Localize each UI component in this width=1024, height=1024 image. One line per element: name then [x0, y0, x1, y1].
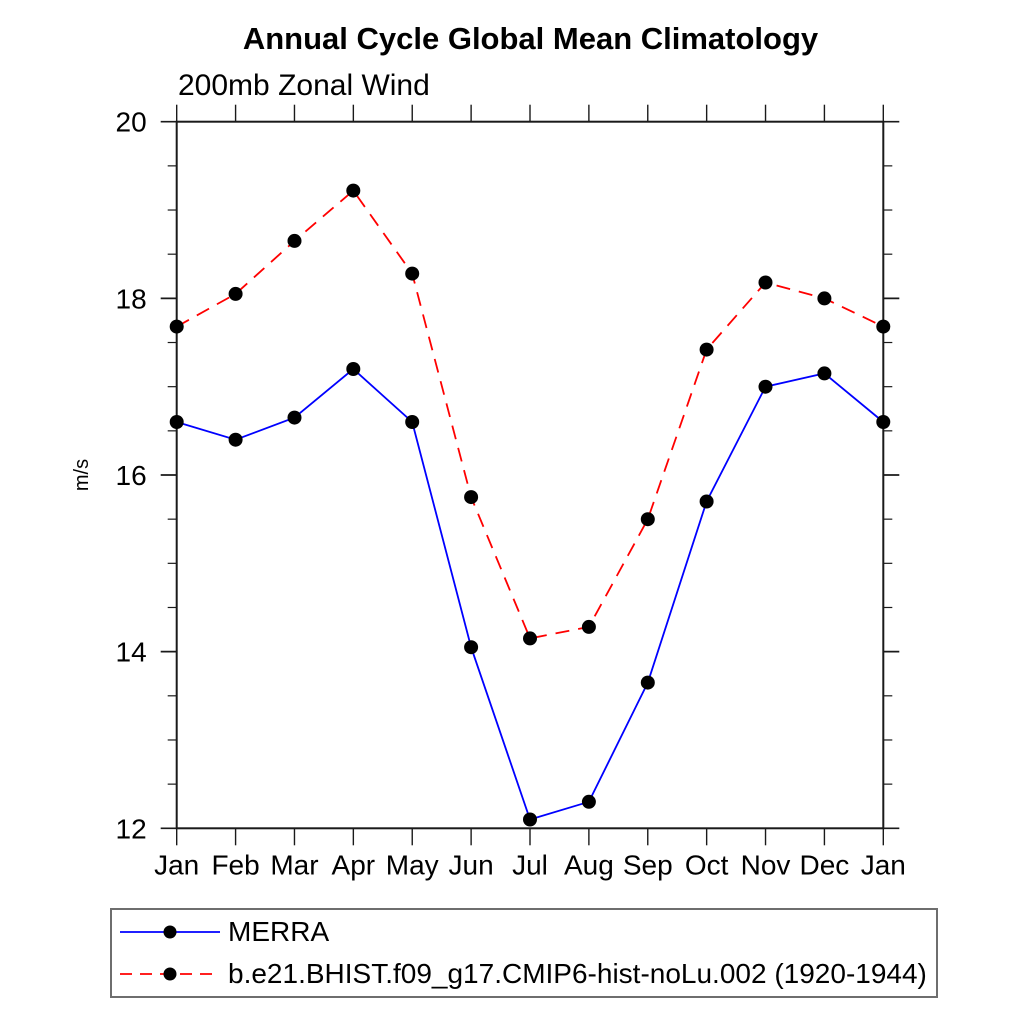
- data-point-marker: [640, 512, 655, 527]
- x-tick-label: Sep: [623, 849, 673, 880]
- x-tick-label: Aug: [564, 849, 614, 880]
- y-tick-label: 12: [116, 813, 147, 844]
- data-point-marker: [523, 631, 537, 646]
- data-point-marker: [464, 490, 479, 505]
- x-tick-label: Jul: [512, 849, 548, 880]
- y-tick-label: 16: [116, 460, 147, 491]
- series-line-1: [176, 189, 884, 640]
- x-tick-label: Jan: [154, 849, 199, 880]
- data-point-marker: [228, 432, 243, 447]
- legend-label-model: b.e21.BHIST.f09_g17.CMIP6-hist-noLu.002 …: [228, 958, 927, 989]
- legend-item-model: b.e21.BHIST.f09_g17.CMIP6-hist-noLu.002 …: [112, 954, 936, 994]
- data-point-marker: [523, 812, 537, 827]
- data-point-marker: [640, 675, 655, 690]
- y-tick-label: 20: [116, 107, 147, 138]
- legend-sample-marker: [163, 925, 177, 939]
- data-point-marker: [581, 619, 596, 634]
- plot-frame: [175, 120, 885, 830]
- data-point-marker: [876, 415, 891, 429]
- data-point-marker: [464, 640, 479, 655]
- data-point-marker: [346, 362, 361, 376]
- x-tick-label: May: [386, 849, 439, 880]
- legend-line-sample-model: [120, 967, 220, 981]
- y-tick-label: 18: [116, 283, 147, 314]
- x-tick-label: Mar: [270, 849, 318, 880]
- series-line-0: [176, 367, 884, 821]
- data-point-marker: [581, 794, 596, 809]
- data-point-marker: [346, 183, 361, 198]
- y-axis-label: m/s: [71, 459, 93, 491]
- data-point-marker: [699, 342, 714, 357]
- data-point-marker: [876, 319, 891, 334]
- x-tick-label: Jun: [449, 849, 494, 880]
- legend: MERRA b.e21.BHIST.f09_g17.CMIP6-hist-noL…: [110, 908, 938, 998]
- legend-line-sample-merra: [120, 925, 220, 939]
- data-point-marker: [169, 319, 184, 334]
- data-point-marker: [817, 366, 832, 381]
- x-tick-label: Jan: [861, 849, 906, 880]
- data-point-marker: [758, 275, 773, 290]
- chart-title: Annual Cycle Global Mean Climatology: [242, 21, 819, 56]
- data-point-marker: [817, 291, 832, 306]
- data-point-marker: [758, 379, 773, 394]
- legend-item-merra: MERRA: [112, 912, 936, 952]
- legend-label-merra: MERRA: [228, 916, 330, 947]
- data-point-marker: [169, 415, 184, 429]
- data-point-marker: [699, 494, 714, 509]
- chart-subtitle: 200mb Zonal Wind: [178, 69, 430, 102]
- data-point-marker: [287, 410, 302, 425]
- data-point-marker: [405, 266, 420, 281]
- data-point-marker: [287, 233, 302, 248]
- data-point-marker: [405, 415, 420, 429]
- x-tick-label: Feb: [211, 849, 259, 880]
- legend-sample-marker: [163, 967, 177, 981]
- x-tick-label: Oct: [685, 849, 729, 880]
- x-tick-label: Apr: [332, 849, 376, 880]
- data-point-marker: [228, 286, 243, 301]
- x-tick-label: Nov: [741, 849, 791, 880]
- x-tick-label: Dec: [800, 849, 850, 880]
- y-tick-label: 14: [116, 637, 147, 668]
